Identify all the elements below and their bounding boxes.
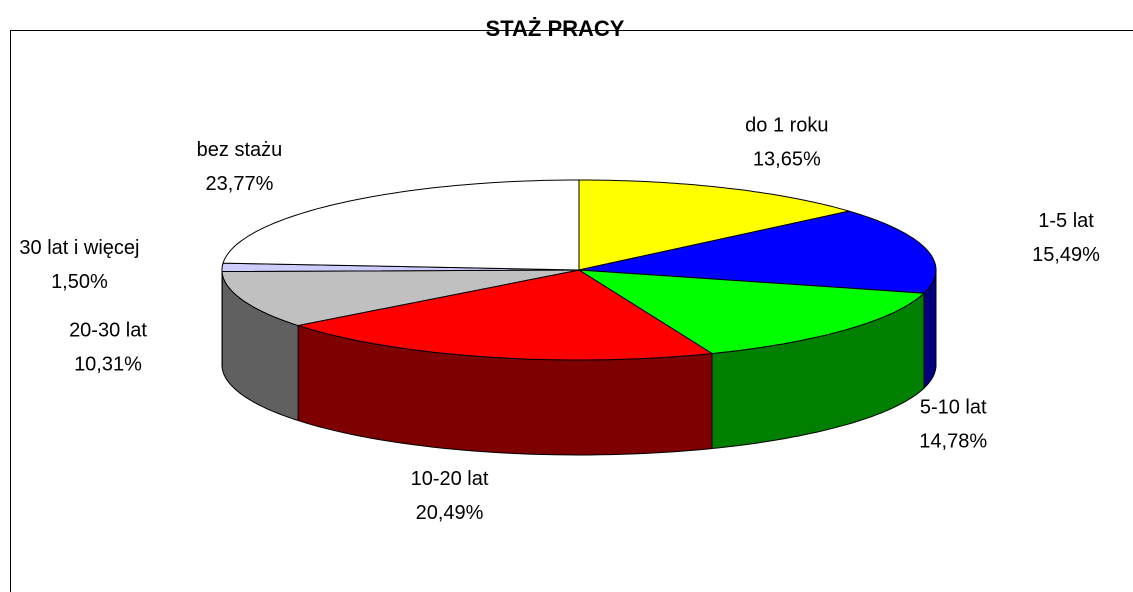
slice-label: bez stażu [197, 139, 283, 161]
pie-slice [297, 269, 714, 361]
pie-slice [221, 269, 580, 327]
slice-value-label: 10,31% [74, 354, 142, 376]
slice-value-label: 23,77% [206, 173, 274, 195]
pie-slice [578, 179, 850, 271]
pie-slice [578, 269, 926, 355]
slice-label: 5-10 lat [920, 397, 987, 419]
slice-value-label: 13,65% [753, 148, 821, 170]
slice-value-label: 20,49% [416, 502, 484, 524]
chart-frame [10, 30, 1133, 592]
slice-value-label: 14,78% [919, 431, 987, 453]
slice-label: 20-30 lat [69, 320, 147, 342]
pie-slice [578, 210, 937, 294]
slice-label: 1-5 lat [1038, 210, 1094, 232]
slice-value-label: 15,49% [1032, 244, 1100, 266]
slice-label: 10-20 lat [411, 468, 489, 490]
slice-value-label: 1,50% [51, 271, 108, 293]
slice-label: do 1 roku [745, 114, 828, 136]
pie-slice [222, 179, 580, 271]
chart-title: STAŻ PRACY [486, 16, 625, 41]
slice-label: 30 lat i więcej [19, 237, 139, 259]
